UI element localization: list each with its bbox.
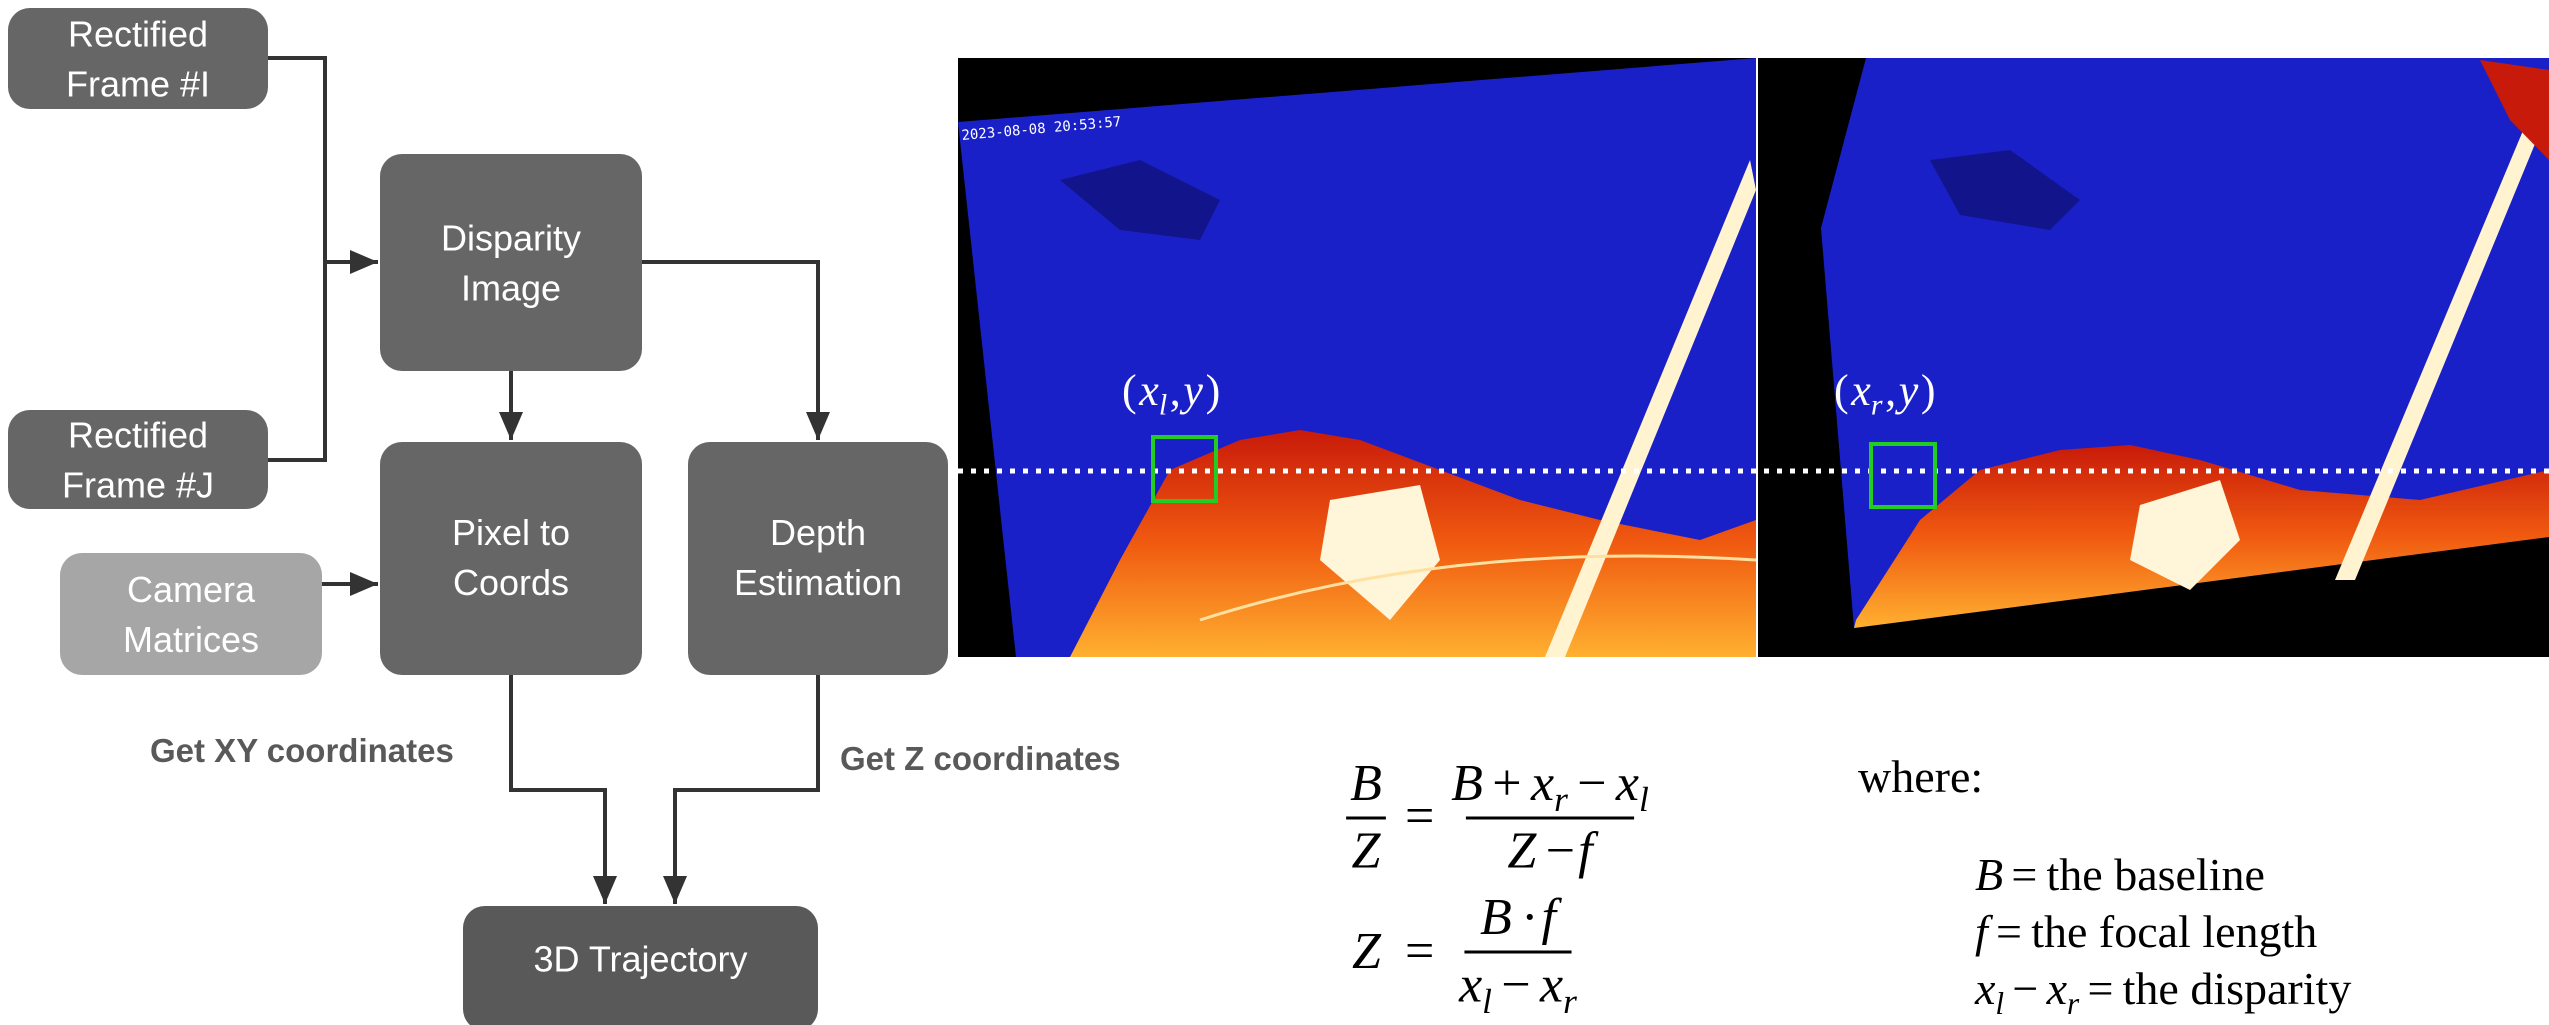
node: Disparity Image [380, 154, 642, 371]
math-var: f [1578, 822, 1599, 879]
math-op: − [2012, 963, 2038, 1014]
math-var: B [1451, 755, 1483, 812]
math-sub: l [1159, 389, 1167, 422]
math-var: f [1542, 889, 1563, 946]
math-op: ( [1834, 366, 1849, 415]
node: Pixel to Coords [380, 442, 642, 675]
math-sub: l [1482, 981, 1492, 1021]
equations: BZ=B+xr−xlZ−fZ=B·fxl−xr [1346, 755, 1649, 1021]
numerator: B·f [1480, 889, 1563, 946]
node: Rectified Frame #I [8, 8, 268, 109]
math-op: , [1885, 366, 1896, 415]
denominator: Z−f [1507, 822, 1599, 879]
math-op: ( [1122, 366, 1137, 415]
where-label: where: [1858, 751, 1983, 802]
math-sub: r [1871, 389, 1883, 422]
math-op: − [1501, 956, 1530, 1013]
math-var: x [1138, 366, 1159, 415]
node: 3D Trajectory [463, 906, 818, 1025]
denominator: Z [1352, 822, 1382, 879]
math-sub: l [1995, 986, 2004, 1021]
node-label: Depth [770, 512, 866, 553]
math-op: , [1170, 366, 1181, 415]
numerator: B+xr−xl [1451, 755, 1649, 819]
math-op: − [1546, 822, 1575, 879]
node-label: 3D Trajectory [533, 939, 747, 980]
math-var: x [1458, 956, 1482, 1013]
math-var: B [1975, 849, 2003, 900]
lhs: Z [1352, 923, 1382, 980]
definition: B=the baseline [1975, 849, 2265, 900]
math-var: x [1615, 755, 1639, 812]
math-var: x [1539, 956, 1563, 1013]
math-sub: r [1554, 779, 1568, 819]
math-var: Z [1352, 822, 1382, 879]
math-sub: r [1563, 981, 1577, 1021]
math-op: = [2087, 963, 2113, 1014]
math-var: x [2046, 963, 2068, 1014]
math-op: + [1492, 755, 1521, 812]
connector [642, 262, 818, 440]
connector [268, 58, 378, 262]
node-label: Coords [453, 562, 569, 603]
equation: Z=B·fxl−xr [1352, 889, 1577, 1021]
node-label: Disparity [441, 218, 581, 259]
node-label: Frame #I [66, 64, 210, 105]
math-op: ) [1921, 366, 1936, 415]
numerator: B [1350, 755, 1382, 812]
math-var: Z [1507, 822, 1537, 879]
denominator: xl−xr [1458, 956, 1577, 1020]
node-box [380, 442, 642, 675]
math-op: the focal length [2031, 906, 2317, 957]
math-op: · [1521, 889, 1538, 946]
connector [675, 675, 818, 904]
math-sub: l [1639, 779, 1649, 819]
page: { "nodes": [ {"lines": ["Rectified", "Fr… [0, 0, 2549, 1025]
definitions: B=the baselinef=the focal lengthxl−xr=th… [1974, 849, 2351, 1021]
node-label: Estimation [734, 562, 902, 603]
node: Rectified Frame #J [8, 410, 268, 509]
node-label: Camera [127, 569, 256, 610]
node-box [380, 154, 642, 371]
nodes: Rectified Frame #I Rectified Frame #J Dispar… [8, 8, 948, 1025]
math-op: = [2011, 849, 2037, 900]
math-var: y [1895, 366, 1919, 415]
math-var: B [1350, 755, 1382, 812]
math-var: f [1975, 906, 1994, 957]
node-label: Pixel to [452, 512, 570, 553]
math-op: = [1405, 788, 1434, 845]
math-op: = [1405, 923, 1434, 980]
math-op: the disparity [2123, 963, 2352, 1014]
right-image [1758, 58, 2549, 657]
equation: BZ=B+xr−xlZ−f [1346, 755, 1649, 880]
math-op: ) [1206, 366, 1221, 415]
math-sub: r [2067, 986, 2080, 1021]
node-label: Rectified [68, 415, 208, 456]
edge-label: Get Z coordinates [840, 740, 1121, 777]
node: Depth Estimation [688, 442, 948, 675]
math-op: = [1996, 906, 2022, 957]
math-var: x [1530, 755, 1554, 812]
math-var: Z [1352, 923, 1382, 980]
diagram: Rectified Frame #I Rectified Frame #J Dispar… [0, 0, 2549, 1025]
math-var: B [1480, 889, 1512, 946]
connector [511, 675, 605, 904]
node: Camera Matrices [60, 553, 322, 675]
definition: f=the focal length [1975, 906, 2317, 957]
left-image: 2023-08-08 20:53:57 [958, 58, 1756, 657]
node-box [688, 442, 948, 675]
definition: xl−xr=the disparity [1974, 963, 2351, 1021]
connector [268, 262, 325, 460]
math-var: y [1179, 366, 1203, 415]
node-label: Rectified [68, 14, 208, 55]
node-label: Matrices [123, 619, 259, 660]
math-op: the baseline [2047, 849, 2265, 900]
node-label: Frame #J [62, 465, 214, 506]
math-var: x [1850, 366, 1871, 415]
math-op: − [1577, 755, 1606, 812]
edge-label: Get XY coordinates [150, 732, 454, 769]
math-var: x [1974, 963, 1996, 1014]
node-label: Image [461, 268, 561, 309]
